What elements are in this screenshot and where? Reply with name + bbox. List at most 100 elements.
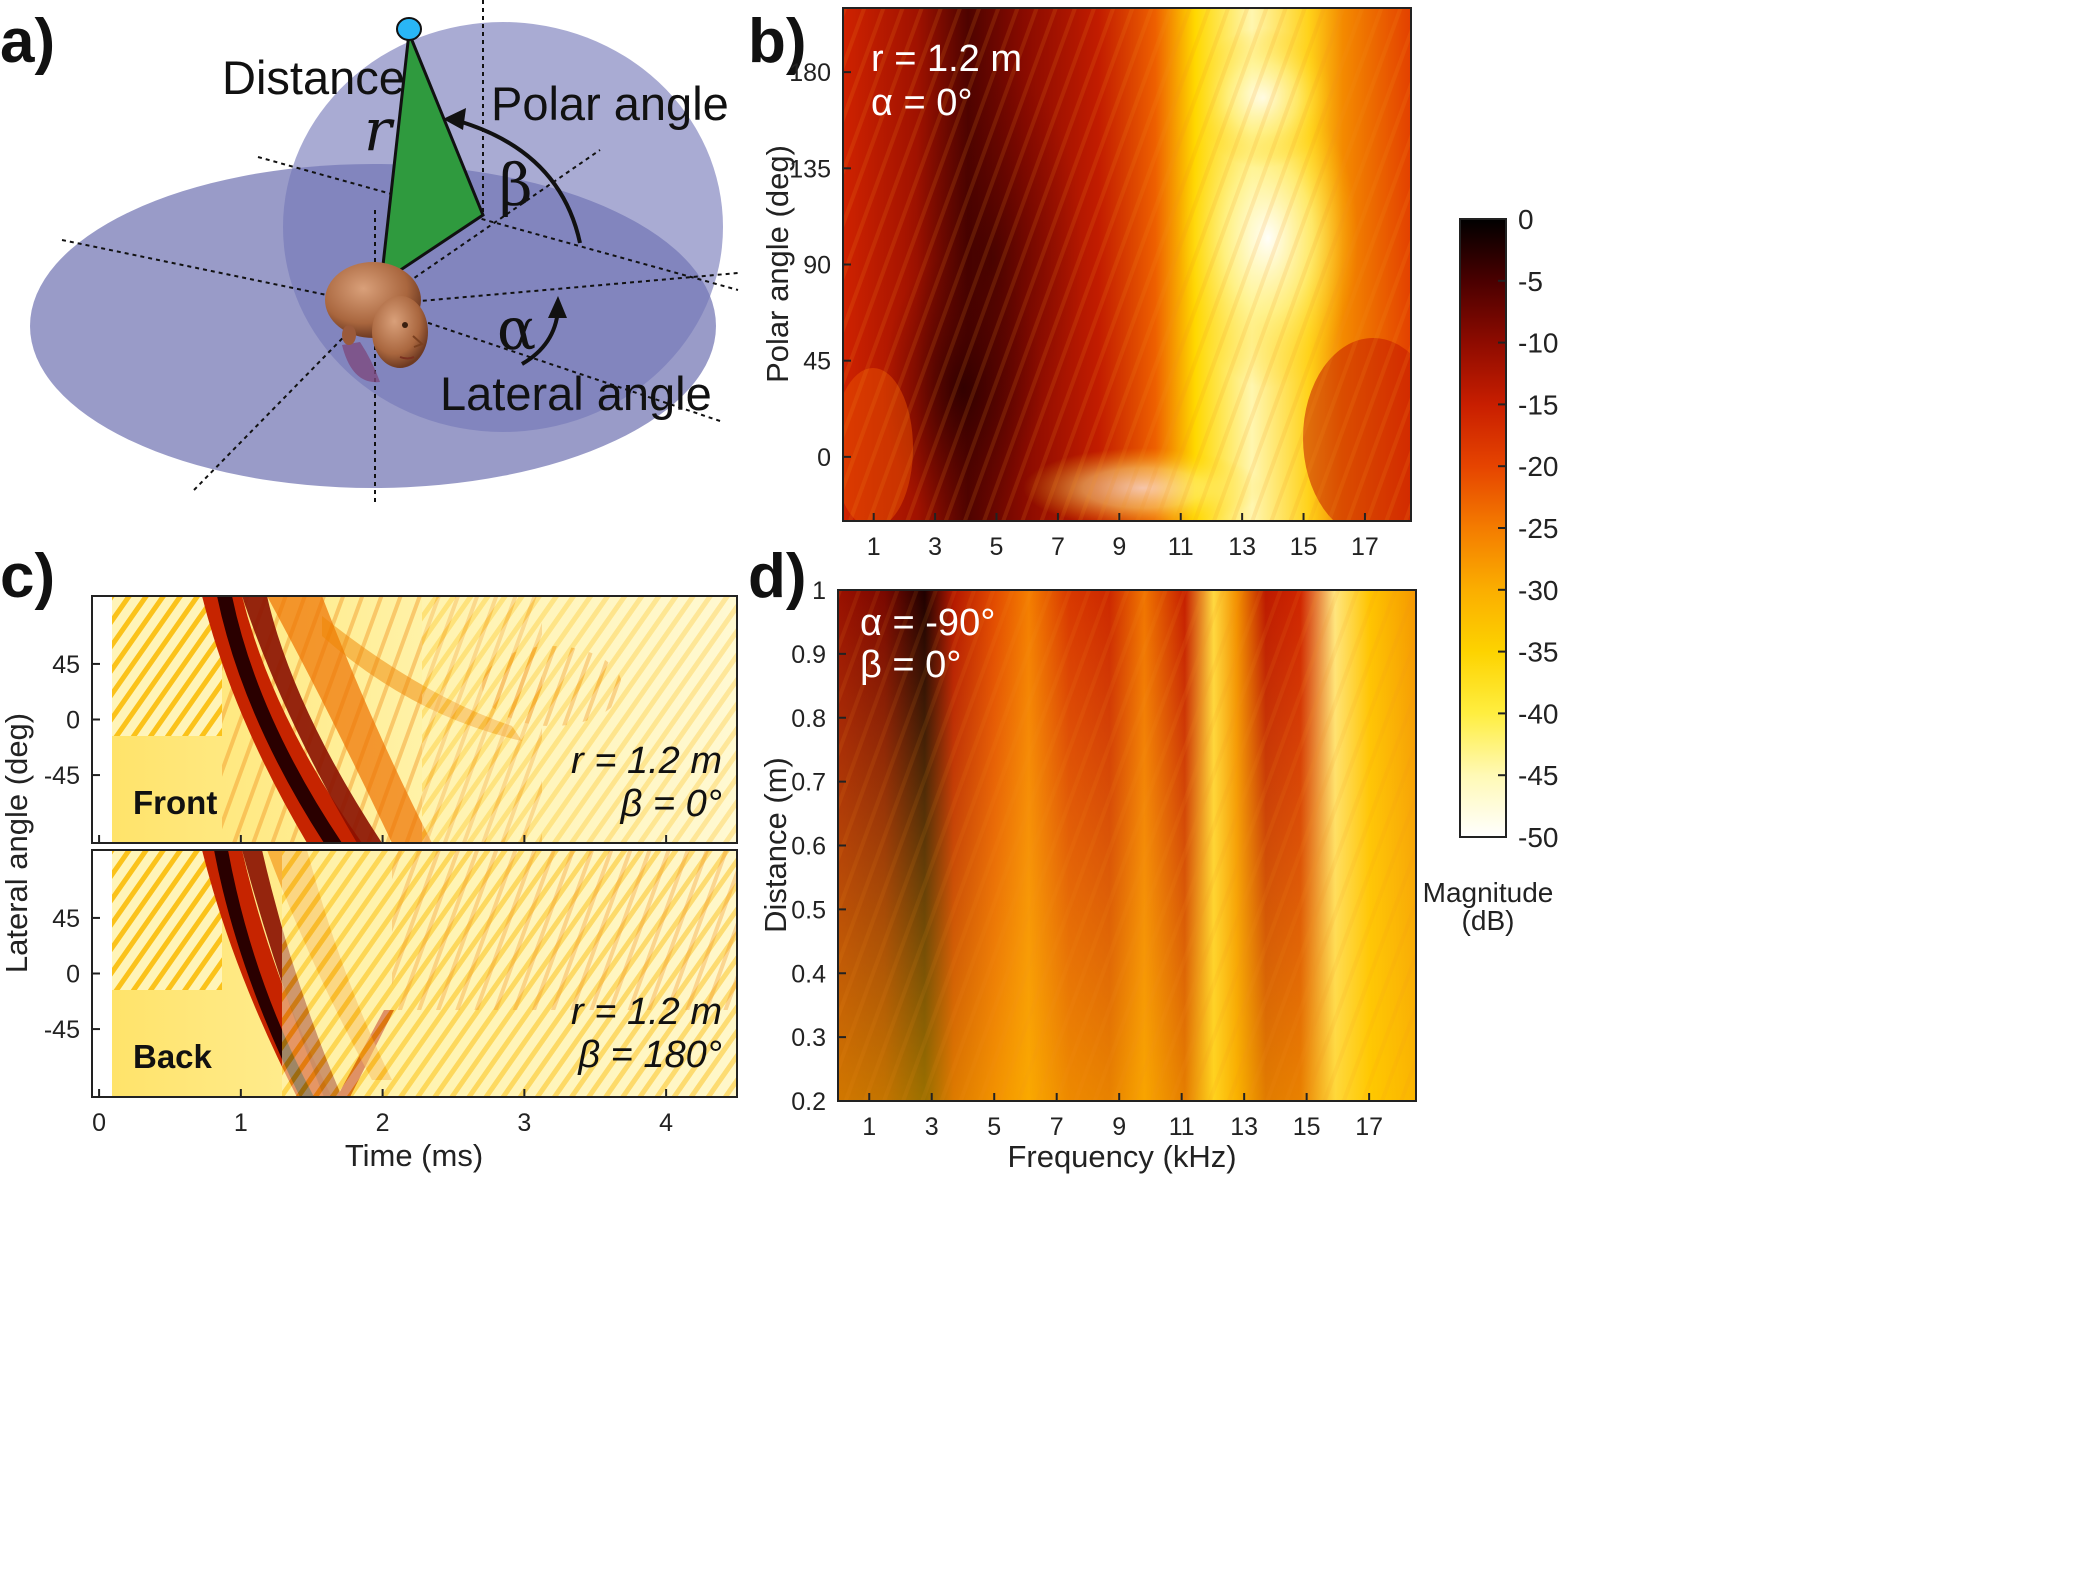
panel-d-ytick-label: 0.6	[791, 833, 826, 861]
panel-c-back-title: Back	[133, 1038, 213, 1075]
panel-d-annotation-beta: β = 0°	[860, 644, 962, 686]
alpha-symbol: α	[497, 295, 536, 363]
panel-b-ytick-label: 180	[789, 59, 831, 87]
colorbar-tick-label: 0	[1518, 204, 1534, 235]
panel-a: a)	[0, 0, 739, 505]
colorbar-tick-label: -15	[1518, 389, 1558, 420]
panel-b-ylabel: Polar angle (deg)	[760, 145, 795, 383]
panel-b-xtick-label: 9	[1112, 533, 1126, 561]
panel-c-front-plot: 45 0 -45 Front r = 1.2 m β = 0°	[44, 595, 738, 844]
panel-d-xtick-label: 7	[1050, 1113, 1064, 1141]
panel-c-front-annotation-beta: β = 0°	[620, 783, 722, 825]
panel-d: d) 1 3 5 7 9 11 13 15 1710.90.80.70.60.50.40.30.…	[748, 542, 1417, 1174]
panel-d-ytick-label: 0.8	[791, 705, 826, 733]
panel-d-ytick-label: 0.3	[791, 1024, 826, 1052]
colorbar-tick-label: -20	[1518, 451, 1558, 482]
panel-d-xtick-label: 13	[1230, 1113, 1258, 1141]
panel-d-ytick-label: 1	[812, 577, 826, 605]
panel-d-annotation-alpha: α = -90°	[860, 602, 995, 644]
polar-arrowhead	[443, 108, 466, 130]
panel-c-back-ytick-label: 0	[66, 961, 80, 989]
panel-b-xtick-label: 3	[928, 533, 942, 561]
panel-b-annotation-r: r = 1.2 m	[871, 38, 1022, 80]
panel-d-ytick-label: 0.7	[791, 769, 826, 797]
axis-lines	[61, 0, 739, 505]
panel-c-back-xtick-label: 4	[659, 1109, 673, 1137]
lateral-arrowhead	[548, 296, 567, 318]
panel-c-front-annotation-r: r = 1.2 m	[571, 740, 722, 782]
panel-d-ytick-label: 0.4	[791, 960, 826, 988]
polar-angle-label: Polar angle	[491, 77, 729, 130]
panel-c-back-xtick-label: 1	[234, 1109, 248, 1137]
panel-b-xtick-label: 7	[1051, 533, 1065, 561]
colorbar-ticks: 0 -5 -10 -15 -20 -25 -30 -35 -40 -45 -50	[1498, 204, 1558, 853]
panel-d-xtick-label: 1	[862, 1113, 876, 1141]
colorbar-tick-label: -45	[1518, 760, 1558, 791]
panel-d-xtick-label: 3	[925, 1113, 939, 1141]
panel-b-ytick-label: 0	[817, 444, 831, 472]
panel-d-ytick-label: 0.9	[791, 641, 826, 669]
panel-b-xtick-label: 13	[1228, 533, 1256, 561]
panel-c-back-heatmap	[92, 850, 737, 1097]
panel-c-back-annotation-beta: β = 180°	[577, 1034, 722, 1076]
panel-b-xtick-label: 1	[867, 533, 881, 561]
beta-symbol: β	[499, 151, 533, 219]
colorbar-label-line1: Magnitude	[1423, 877, 1554, 908]
panel-c-front-ytick-label: 0	[66, 707, 80, 735]
panel-d-label: d)	[748, 542, 807, 611]
panel-c-back-axes: 0 1 2 3 4 45 0 -45	[44, 905, 673, 1137]
panel-c-back-xtick-label: 3	[517, 1109, 531, 1137]
panel-d-xtick-label: 15	[1293, 1113, 1321, 1141]
panel-c-front-title: Front	[133, 784, 217, 821]
panel-c-back-xtick-label: 2	[376, 1109, 390, 1137]
panel-d-ytick-label: 0.5	[791, 896, 826, 924]
panel-a-label: a)	[0, 7, 55, 76]
panel-d-xtick-label: 5	[987, 1113, 1001, 1141]
panel-d-xlabel: Frequency (kHz)	[1007, 1139, 1236, 1174]
colorbar-tick-label: -40	[1518, 698, 1558, 729]
lateral-angle-label: Lateral angle	[440, 367, 712, 420]
panel-c-front-axes: 45 0 -45	[44, 651, 668, 843]
polar-angle-arrow	[454, 118, 582, 244]
panel-d-xtick-label: 17	[1355, 1113, 1383, 1141]
panel-c-back-annotation-r: r = 1.2 m	[571, 991, 722, 1033]
head-model	[325, 262, 428, 383]
panel-b-label: b)	[748, 7, 807, 76]
colorbar-tick-label: -10	[1518, 328, 1558, 359]
panel-c: c) Lateral angle (deg) 45 0 -45 Front r = …	[0, 542, 738, 1173]
colorbar-tick-label: -30	[1518, 575, 1558, 606]
panel-c-back-xtick-label: 0	[92, 1109, 106, 1137]
panel-b-annotation-alpha: α = 0°	[871, 82, 973, 124]
source-dot	[396, 17, 422, 41]
colorbar-tick-label: -25	[1518, 513, 1558, 544]
panel-d-xtick-label: 9	[1112, 1113, 1126, 1141]
panel-c-label: c)	[0, 542, 55, 611]
colorbar: 0 -5 -10 -15 -20 -25 -30 -35 -40 -45 -50 Magnitude…	[1423, 204, 1559, 936]
panel-c-front-ytick-label: 45	[52, 651, 80, 679]
colorbar-label-line2: (dB)	[1462, 905, 1515, 936]
panel-d-ylabel: Distance (m)	[758, 757, 793, 933]
panel-c-back-ytick-label: 45	[52, 905, 80, 933]
panel-b-ytick-label: 135	[789, 155, 831, 183]
r-symbol: r	[364, 96, 395, 164]
distance-triangle	[379, 32, 485, 287]
panel-b-xtick-label: 15	[1290, 533, 1318, 561]
panel-b-heatmap	[843, 8, 1411, 521]
distance-label: Distance	[222, 51, 405, 104]
panel-b-xtick-label: 5	[990, 533, 1004, 561]
panel-c-front-heatmap	[92, 596, 737, 843]
colorbar-tick-label: -50	[1518, 822, 1558, 853]
panel-c-back-ytick-label: -45	[44, 1016, 80, 1044]
panel-c-xlabel: Time (ms)	[345, 1138, 483, 1173]
panel-c-ylabel: Lateral angle (deg)	[0, 713, 34, 973]
colorbar-tick-label: -5	[1518, 266, 1543, 297]
panel-b-xtick-label: 11	[1168, 533, 1194, 561]
panel-b-xtick-label: 17	[1351, 533, 1379, 561]
panel-b-ytick-label: 90	[803, 252, 831, 280]
panel-c-front-ytick-label: -45	[44, 762, 80, 790]
